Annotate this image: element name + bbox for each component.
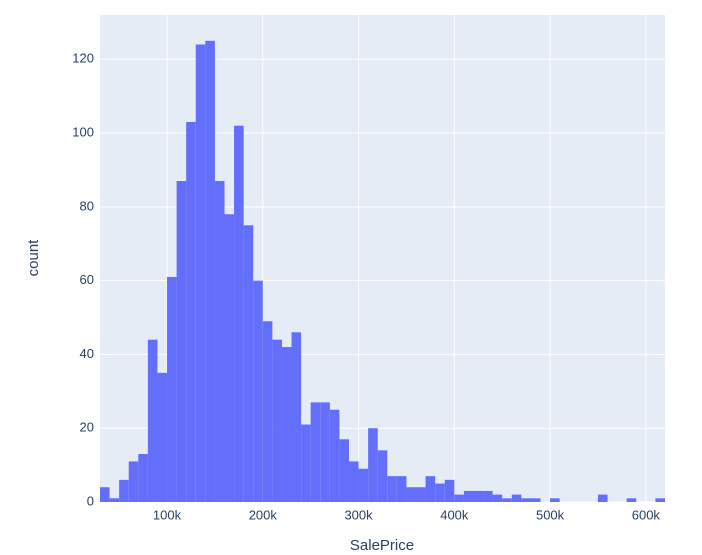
bar: [368, 428, 378, 502]
bar: [157, 372, 168, 502]
bar: [195, 44, 206, 503]
bar: [463, 490, 474, 502]
bar: [626, 498, 637, 502]
bar: [511, 494, 522, 502]
bar: [348, 461, 359, 502]
bar: [387, 476, 397, 502]
bar: [473, 490, 484, 502]
bar: [329, 409, 340, 502]
bar: [147, 339, 158, 502]
bar: [425, 476, 436, 502]
y-axis-title: count: [25, 239, 42, 277]
bar: [291, 332, 302, 502]
y-tick-label: 60: [80, 272, 94, 287]
bar: [530, 498, 541, 502]
y-tick-label: 120: [72, 51, 94, 66]
bar: [176, 181, 187, 503]
bar: [272, 339, 282, 502]
x-tick-label: 100k: [153, 507, 182, 522]
bar: [281, 347, 292, 502]
bars: [100, 40, 665, 503]
y-tick-label: 0: [87, 493, 94, 508]
bar: [186, 121, 196, 502]
labels: 0 20 40 60 80 100 120 100k 200k 300k 400k 500k 600k: [72, 51, 660, 523]
bar: [243, 225, 254, 502]
bar: [597, 494, 608, 502]
y-tick-label: 100: [72, 124, 94, 139]
bar: [502, 498, 512, 502]
bar: [100, 487, 110, 502]
bar: [262, 321, 273, 502]
bar: [416, 487, 426, 502]
bar: [454, 494, 464, 502]
x-tick-label: 200k: [249, 507, 278, 522]
bar: [167, 276, 177, 502]
x-axis-title: SalePrice: [350, 537, 414, 554]
bar: [396, 476, 407, 502]
x-tick-label: 400k: [440, 507, 469, 522]
bar: [377, 450, 388, 502]
bar: [406, 487, 417, 502]
y-tick-label: 20: [80, 420, 94, 435]
bar: [339, 439, 349, 502]
bar: [320, 402, 330, 502]
bar: [109, 498, 120, 502]
bar: [310, 402, 321, 502]
y-tick-label: 80: [80, 198, 94, 213]
bar: [119, 479, 129, 502]
bar: [550, 498, 560, 502]
x-tick-label: 300k: [344, 507, 373, 522]
bar: [138, 454, 148, 502]
bar: [483, 490, 493, 502]
y-tick-label: 40: [80, 346, 94, 361]
x-tick-label: 500k: [536, 507, 565, 522]
bar: [205, 40, 215, 503]
bar: [224, 214, 235, 502]
bar: [444, 479, 455, 502]
bar: [435, 483, 445, 502]
bar: [521, 498, 531, 502]
bar: [234, 125, 244, 502]
x-tick-label: 600k: [632, 507, 661, 522]
bar: [214, 181, 225, 503]
bar: [358, 468, 369, 502]
bar: [301, 424, 311, 502]
bar: [655, 498, 665, 502]
bar: [253, 280, 263, 502]
bar: [128, 461, 139, 502]
bar: [492, 494, 503, 502]
